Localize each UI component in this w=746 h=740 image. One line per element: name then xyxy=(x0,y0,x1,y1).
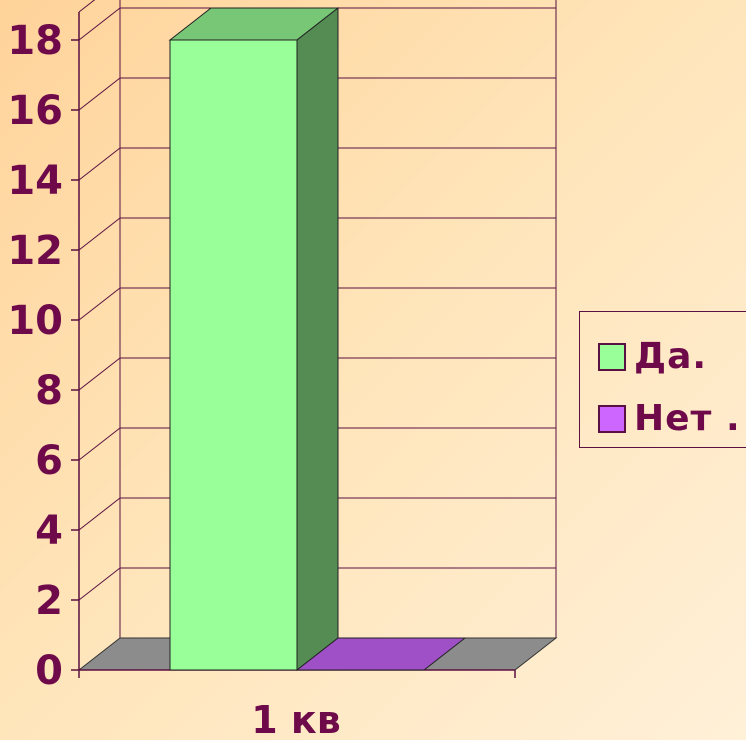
ytick-label-2: 2 xyxy=(35,578,63,624)
gridline-diag-10 xyxy=(78,287,121,321)
bars xyxy=(168,6,467,672)
gridline-diag-18 xyxy=(78,7,121,41)
bar-da xyxy=(168,6,340,672)
ytick-label-10: 10 xyxy=(7,298,63,344)
bar-top xyxy=(295,637,467,671)
gridline-diag-12 xyxy=(78,217,121,251)
category-label-0: 1 кв xyxy=(251,698,341,740)
ytick-label-0: 0 xyxy=(35,648,63,694)
ytick-label-16: 16 xyxy=(7,88,63,134)
gridline-diag-6 xyxy=(78,427,121,461)
gridline-diag-2 xyxy=(78,567,121,601)
gridline-diag-14 xyxy=(78,147,121,181)
ytick-label-14: 14 xyxy=(7,158,63,204)
bar-front xyxy=(169,39,298,671)
bar-side xyxy=(296,6,339,672)
gridline-diag-16 xyxy=(78,77,121,111)
legend-label-net: Нет . xyxy=(634,398,741,439)
ytick-label-4: 4 xyxy=(35,508,63,554)
ytick-label-18: 18 xyxy=(7,18,63,64)
legend-swatch-net xyxy=(598,404,626,433)
legend-label-da: Да. xyxy=(634,336,708,377)
category-labels: 1 кв xyxy=(251,698,341,740)
legend-item-da: Да. xyxy=(598,336,707,377)
legend-item-net: Нет . xyxy=(598,398,741,439)
gridline-diag-8 xyxy=(78,357,121,391)
y-tick-labels: 0 2 4 6 8 10 12 14 16 18 xyxy=(7,18,63,694)
legend-swatch-da xyxy=(598,342,626,371)
ytick-label-12: 12 xyxy=(7,228,63,274)
ytick-label-8: 8 xyxy=(35,368,63,414)
legend: Да. Нет . xyxy=(579,311,746,448)
gridline-diag-4 xyxy=(78,497,121,531)
left-wall-top-edge xyxy=(78,0,96,13)
ytick-label-6: 6 xyxy=(35,438,63,484)
bar-net xyxy=(295,637,467,671)
